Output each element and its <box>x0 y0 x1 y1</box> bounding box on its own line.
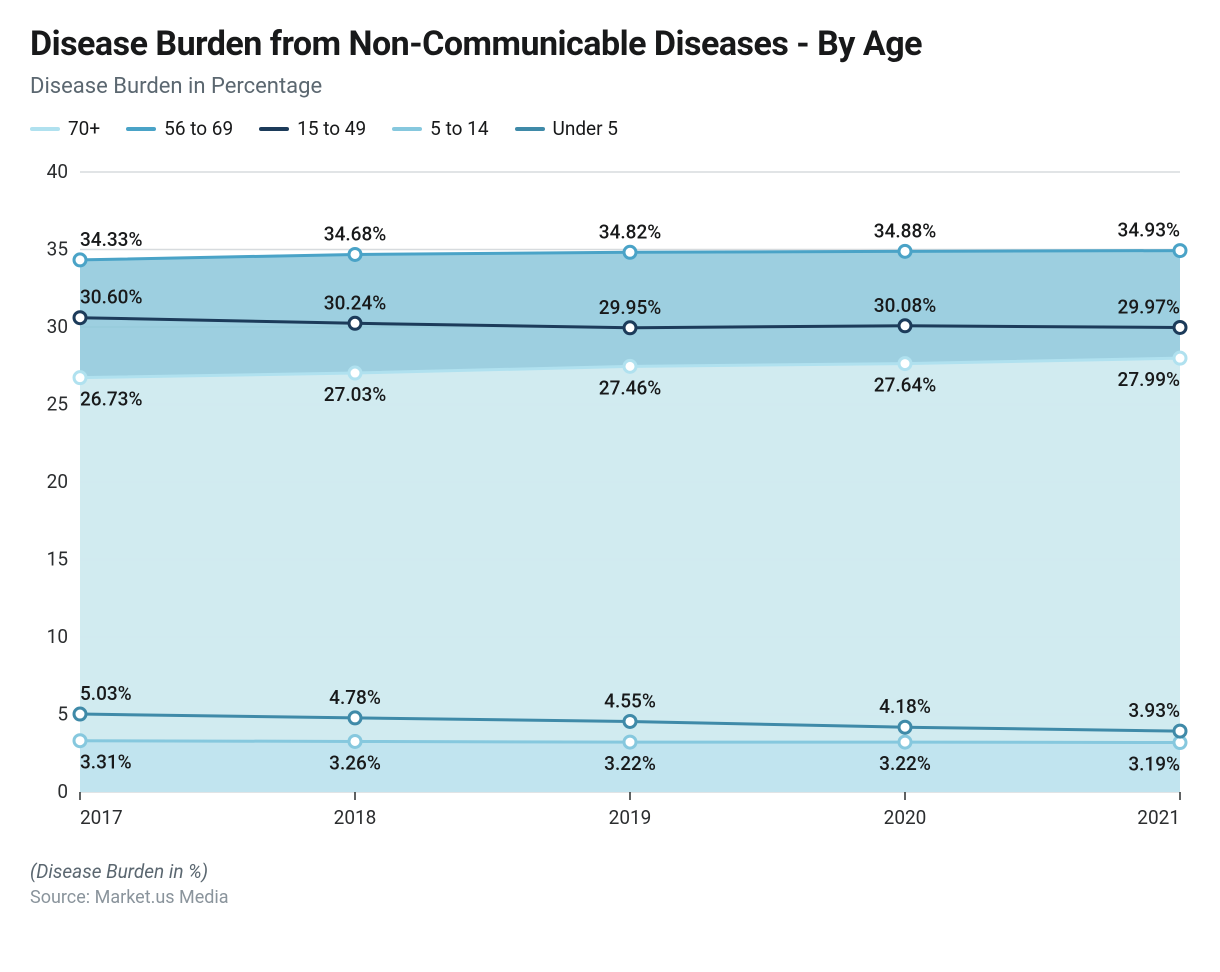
series-marker <box>74 735 86 747</box>
legend-swatch <box>30 127 60 131</box>
data-label: 30.24% <box>324 291 386 314</box>
chart-svg: 0 5 10 15 20 25 30 35 40 2017 2018 2019 2020 2021 26.7… <box>30 162 1190 842</box>
legend-label: 5 to 14 <box>430 117 488 140</box>
series-marker <box>349 367 361 379</box>
series-marker <box>349 248 361 260</box>
data-label: 3.93% <box>1128 699 1180 722</box>
series-marker <box>1174 321 1186 333</box>
legend-swatch <box>259 127 289 131</box>
data-label: 34.33% <box>80 228 142 251</box>
x-tick-label: 2017 <box>80 806 123 829</box>
data-label: 4.78% <box>329 686 381 709</box>
data-label: 4.55% <box>604 689 656 712</box>
series-marker <box>74 708 86 720</box>
series-marker <box>899 245 911 257</box>
data-label: 29.97% <box>1118 295 1180 318</box>
data-label: 26.73% <box>80 388 142 411</box>
legend-label: Under 5 <box>553 117 618 140</box>
legend-label: 56 to 69 <box>164 117 233 140</box>
data-label: 34.82% <box>599 220 661 243</box>
legend-item[interactable]: Under 5 <box>515 117 618 140</box>
data-label: 4.18% <box>879 695 931 718</box>
series-marker <box>899 736 911 748</box>
y-tick-label: 25 <box>47 393 68 416</box>
y-tick-label: 40 <box>47 162 68 183</box>
data-label: 27.03% <box>324 383 386 406</box>
legend-item[interactable]: 56 to 69 <box>126 117 233 140</box>
data-label: 29.95% <box>599 296 661 319</box>
series-marker <box>74 312 86 324</box>
footer-note: (Disease Burden in %) <box>30 860 1190 883</box>
data-label: 3.31% <box>80 751 132 774</box>
data-label: 30.08% <box>874 294 936 317</box>
y-tick-label: 15 <box>47 548 68 571</box>
series-marker <box>349 317 361 329</box>
chart-title: Disease Burden from Non-Communicable Dis… <box>30 24 1190 64</box>
data-label: 34.88% <box>874 219 936 242</box>
data-label: 3.22% <box>604 752 656 775</box>
data-label: 30.60% <box>80 286 142 309</box>
data-label: 34.93% <box>1118 219 1180 242</box>
y-tick-label: 10 <box>47 625 68 648</box>
x-tick-label: 2020 <box>884 806 927 829</box>
footer-source: Source: Market.us Media <box>30 887 1190 908</box>
series-marker <box>74 254 86 266</box>
data-label: 3.22% <box>879 752 931 775</box>
legend-item[interactable]: 15 to 49 <box>259 117 366 140</box>
series-marker <box>899 320 911 332</box>
series-marker <box>899 721 911 733</box>
y-tick-label: 20 <box>47 470 68 493</box>
data-label: 27.46% <box>599 376 661 399</box>
data-label: 3.26% <box>329 751 381 774</box>
series-marker <box>624 715 636 727</box>
legend-label: 70+ <box>68 117 100 140</box>
legend-swatch <box>126 127 156 131</box>
series-marker <box>624 736 636 748</box>
legend-swatch <box>392 127 422 131</box>
x-tick-label: 2021 <box>1137 806 1180 829</box>
legend-swatch <box>515 127 545 131</box>
y-tick-label: 35 <box>47 238 68 261</box>
data-label: 3.19% <box>1128 753 1180 776</box>
legend: 70+ 56 to 69 15 to 49 5 to 14 Under 5 <box>30 117 1190 140</box>
series-marker <box>1174 245 1186 257</box>
series-marker <box>74 372 86 384</box>
legend-item[interactable]: 70+ <box>30 117 100 140</box>
legend-label: 15 to 49 <box>297 117 366 140</box>
series-marker <box>624 246 636 258</box>
y-tick-label: 0 <box>57 780 68 803</box>
data-label: 5.03% <box>80 682 132 705</box>
series-marker <box>1174 352 1186 364</box>
data-label: 27.64% <box>874 374 936 397</box>
legend-item[interactable]: 5 to 14 <box>392 117 488 140</box>
y-tick-label: 30 <box>47 315 68 338</box>
y-tick-label: 5 <box>57 703 68 726</box>
series-marker <box>1174 725 1186 737</box>
data-label: 34.68% <box>324 222 386 245</box>
series-marker <box>624 322 636 334</box>
x-tick-label: 2019 <box>609 806 652 829</box>
chart-plot-area: 0 5 10 15 20 25 30 35 40 2017 2018 2019 2020 2021 26.7… <box>30 162 1190 842</box>
data-label: 27.99% <box>1118 368 1180 391</box>
series-marker <box>349 712 361 724</box>
x-tick-label: 2018 <box>334 806 377 829</box>
chart-subtitle: Disease Burden in Percentage <box>30 74 1190 99</box>
series-marker <box>624 360 636 372</box>
series-marker <box>899 358 911 370</box>
series-marker <box>349 735 361 747</box>
